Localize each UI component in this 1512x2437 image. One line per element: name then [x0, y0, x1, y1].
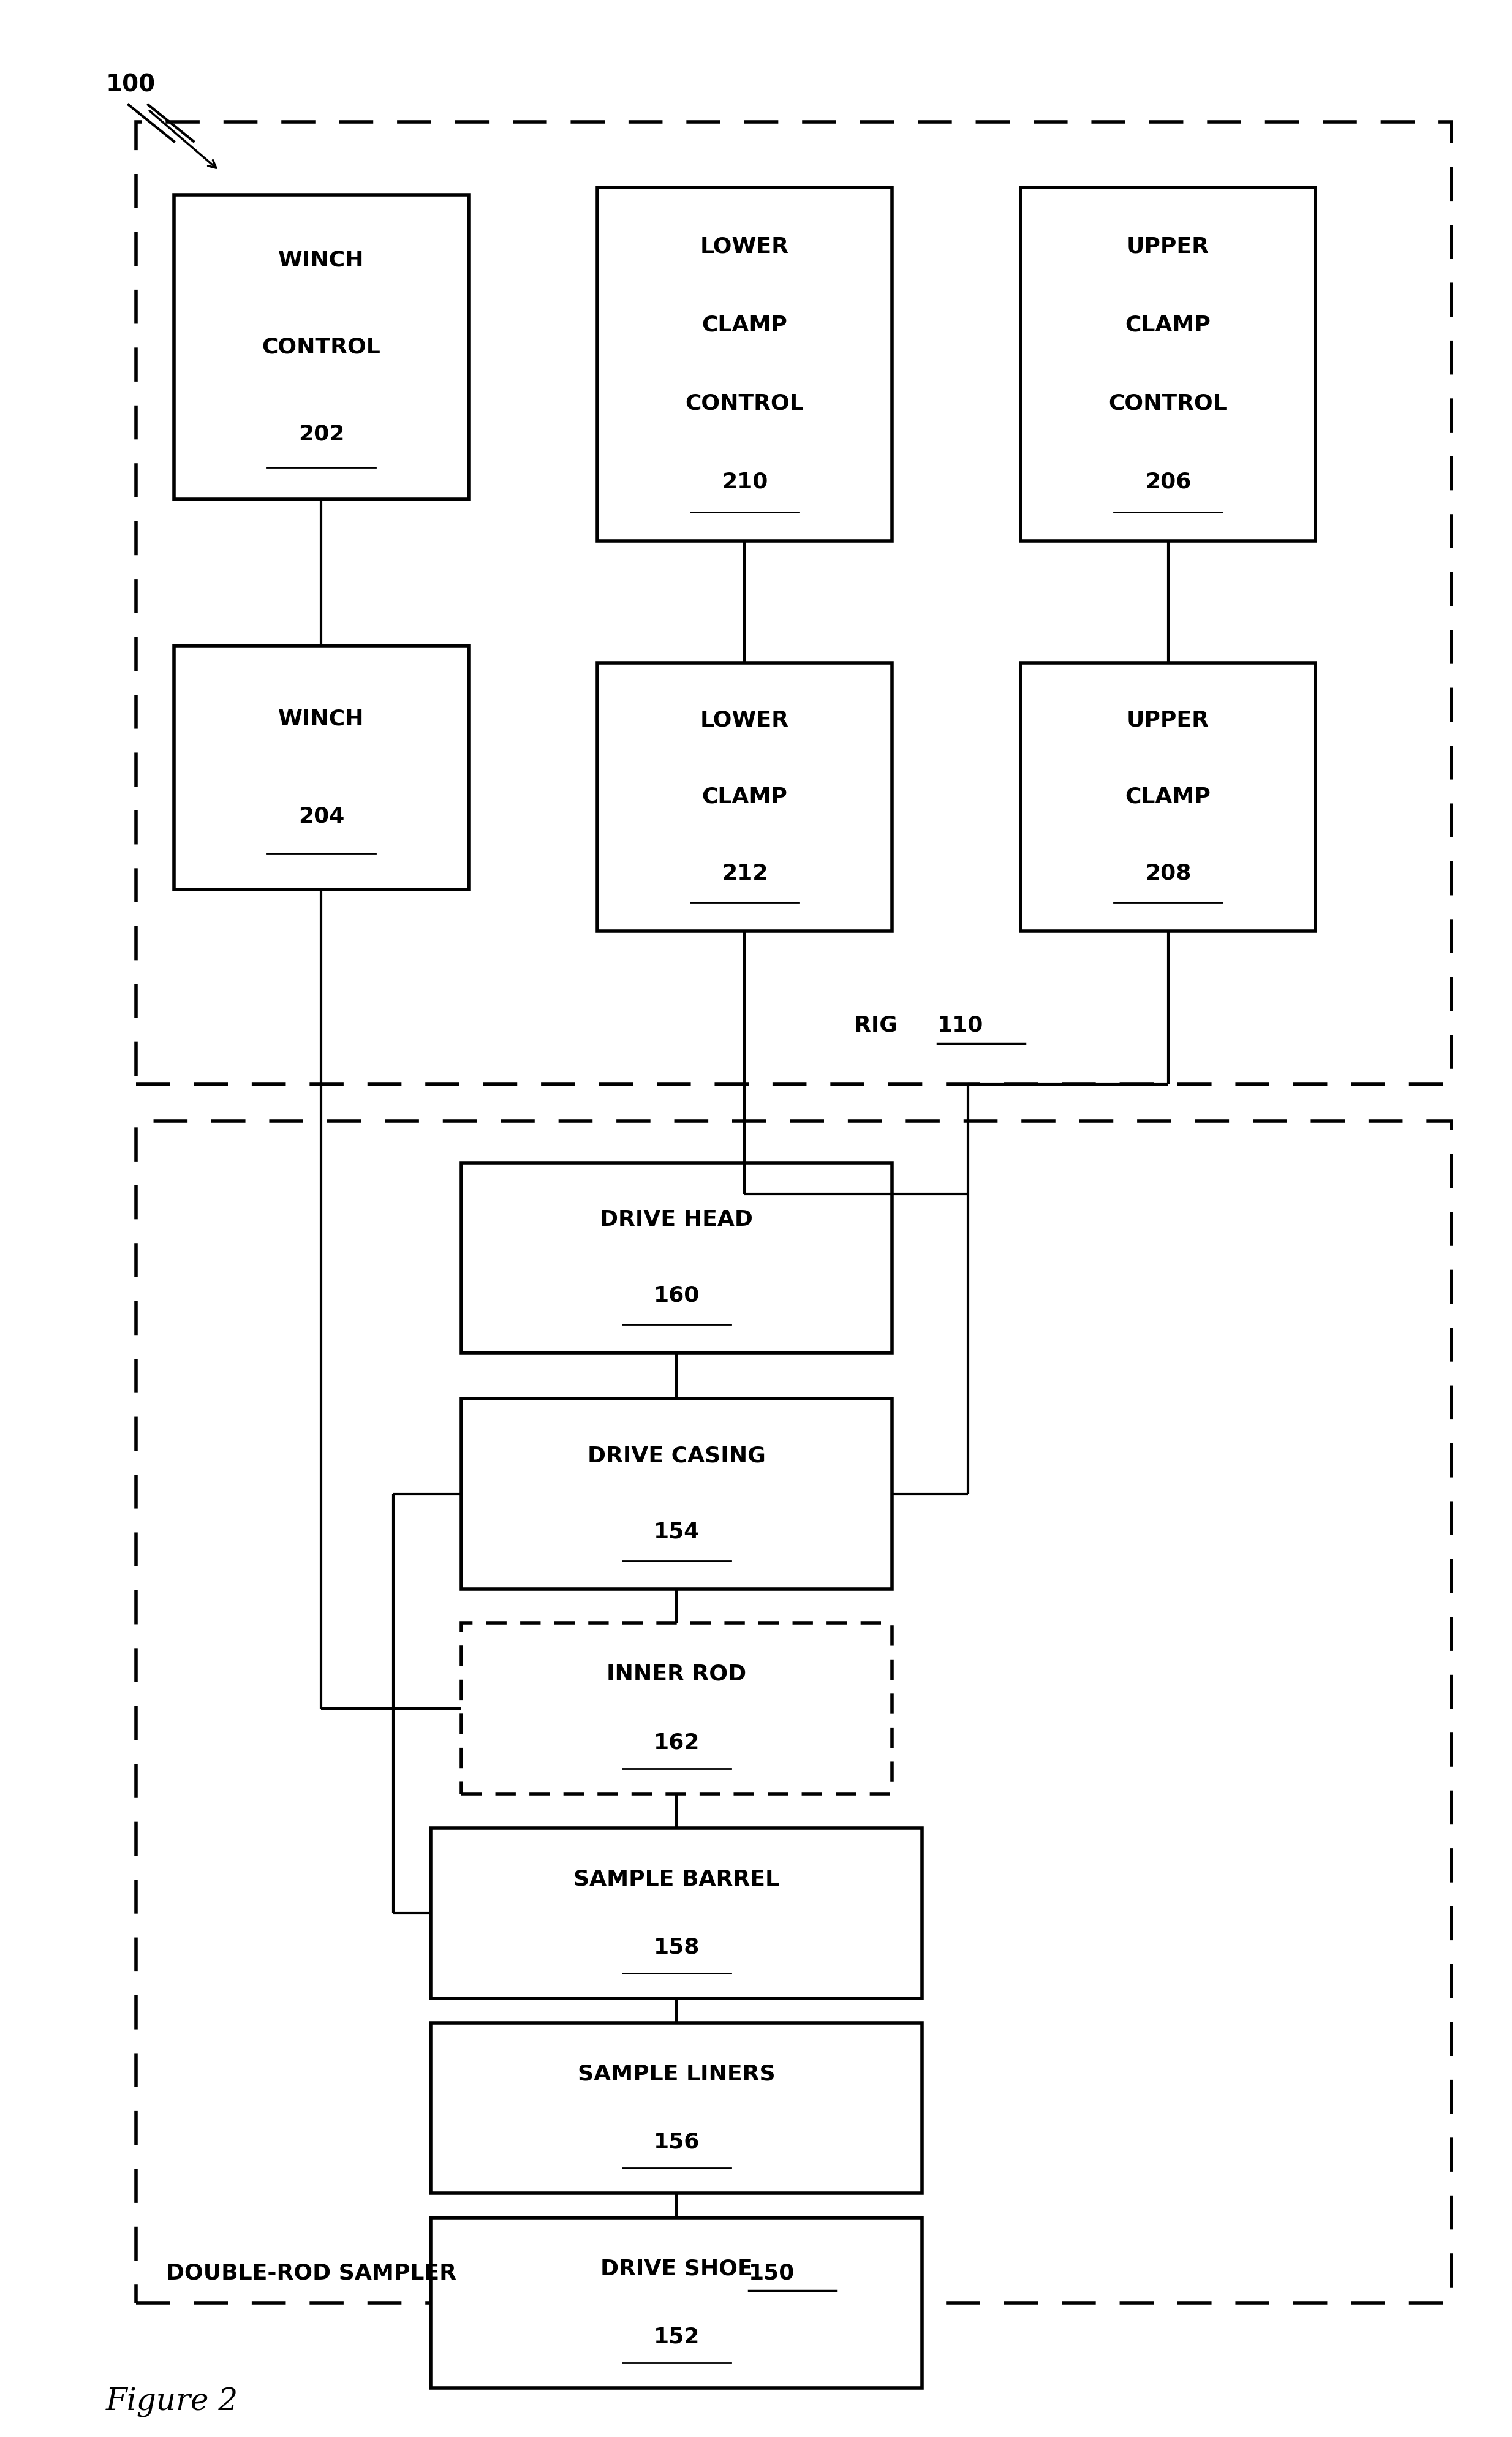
Text: SAMPLE LINERS: SAMPLE LINERS [578, 2064, 776, 2084]
Bar [461, 1623, 892, 1794]
Text: Figure 2: Figure 2 [106, 2388, 239, 2418]
Text: LOWER: LOWER [700, 236, 789, 256]
Text: CLAMP: CLAMP [702, 787, 788, 807]
Text: 160: 160 [653, 1284, 700, 1306]
Text: CLAMP: CLAMP [702, 314, 788, 336]
Text: 156: 156 [653, 2132, 700, 2152]
Text: 162: 162 [653, 1733, 700, 1752]
Text: 212: 212 [721, 863, 768, 885]
Bar [461, 1162, 892, 1353]
Text: WINCH: WINCH [278, 251, 364, 271]
Bar [174, 195, 469, 500]
Text: CONTROL: CONTROL [1108, 392, 1228, 414]
Text: SAMPLE BARREL: SAMPLE BARREL [573, 1869, 780, 1889]
Bar [136, 1121, 1452, 2303]
Text: 202: 202 [298, 424, 345, 444]
Text: 210: 210 [721, 473, 768, 492]
Text: 110: 110 [937, 1014, 984, 1036]
Text: 154: 154 [653, 1521, 700, 1543]
Text: DRIVE SHOE: DRIVE SHOE [600, 2259, 753, 2279]
Text: WINCH: WINCH [278, 709, 364, 729]
Text: CLAMP: CLAMP [1125, 314, 1211, 336]
Text: CLAMP: CLAMP [1125, 787, 1211, 807]
Bar [597, 188, 892, 541]
Bar [431, 1828, 922, 1998]
Text: DRIVE HEAD: DRIVE HEAD [600, 1209, 753, 1231]
Text: 158: 158 [653, 1937, 700, 1957]
Text: DOUBLE-ROD SAMPLER: DOUBLE-ROD SAMPLER [166, 2262, 464, 2283]
Bar [136, 122, 1452, 1084]
Bar [174, 646, 469, 890]
Text: 152: 152 [653, 2327, 700, 2347]
Bar [431, 2023, 922, 2193]
Text: LOWER: LOWER [700, 709, 789, 731]
Text: UPPER: UPPER [1126, 709, 1210, 731]
Text: INNER ROD: INNER ROD [606, 1664, 747, 1684]
Text: RIG: RIG [854, 1014, 906, 1036]
Text: 206: 206 [1145, 473, 1191, 492]
Text: 208: 208 [1145, 863, 1191, 885]
Text: CONTROL: CONTROL [262, 336, 381, 358]
Text: 204: 204 [298, 807, 345, 826]
Text: 150: 150 [748, 2262, 795, 2283]
Text: 100: 100 [106, 73, 156, 97]
Bar [597, 663, 892, 931]
Bar [1021, 663, 1315, 931]
Text: CONTROL: CONTROL [685, 392, 804, 414]
Text: DRIVE CASING: DRIVE CASING [588, 1445, 765, 1467]
Bar [1021, 188, 1315, 541]
Bar [461, 1399, 892, 1589]
Bar [431, 2218, 922, 2388]
Text: UPPER: UPPER [1126, 236, 1210, 256]
